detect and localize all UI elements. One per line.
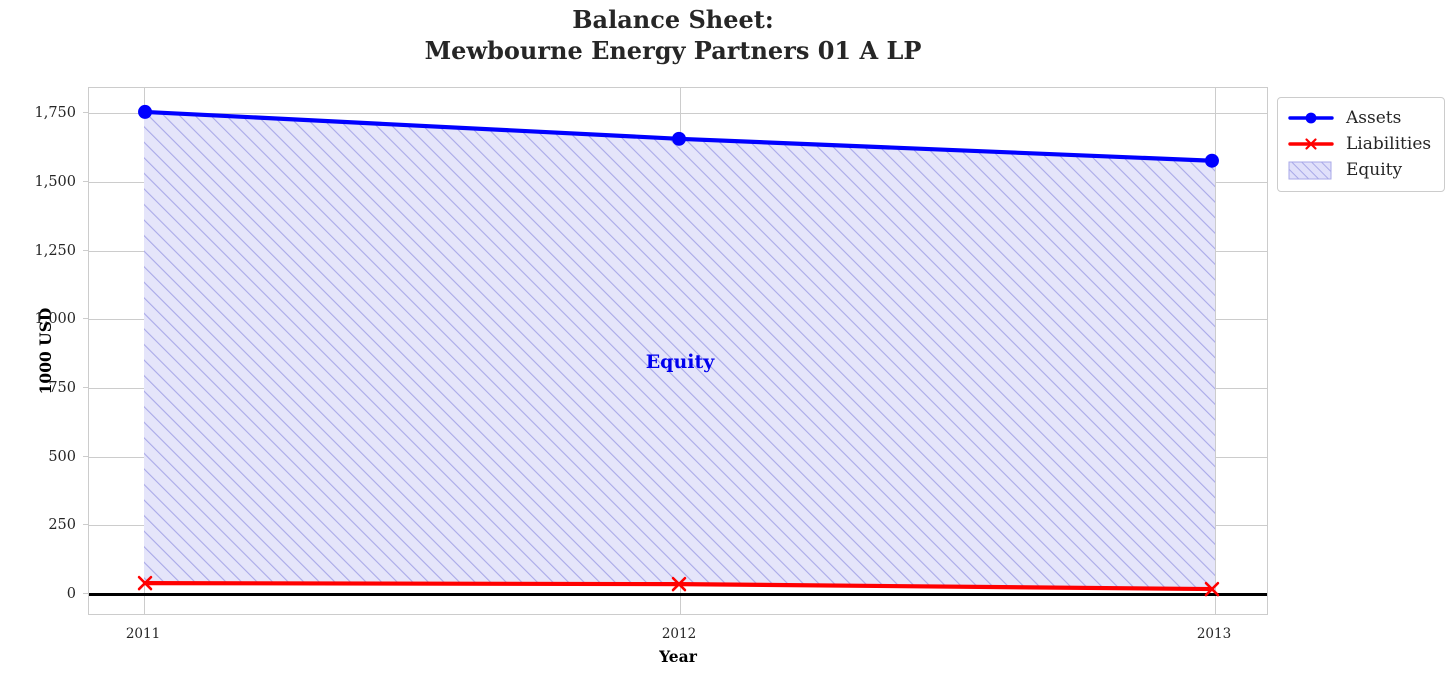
ytick-label-750: 750 [48, 380, 76, 396]
assets-marker-2012 [672, 131, 686, 146]
zero-reference-line [89, 593, 1267, 596]
ytick-mark-500 [83, 456, 88, 458]
equity-area-label: Equity [645, 351, 715, 373]
legend-label-liabilities: Liabilities [1346, 133, 1432, 154]
assets-line-icon [1288, 107, 1334, 129]
liabilities-marker-2012 [671, 576, 687, 592]
equity-patch-icon [1288, 159, 1334, 181]
assets-marker-2011 [138, 104, 152, 119]
gridline-2013 [1215, 88, 1216, 614]
ytick-label-250: 250 [48, 517, 76, 533]
chart-title-line-1: Balance Sheet: [572, 5, 774, 34]
liabilities-marker-2013 [1204, 581, 1220, 597]
ytick-mark-1250 [83, 250, 88, 252]
ytick-mark-1000 [83, 318, 88, 320]
equity-area-fill [89, 88, 1269, 616]
ytick-label-1500: 1,500 [34, 174, 76, 190]
liabilities-line-icon [1288, 133, 1334, 155]
ytick-label-500: 500 [48, 449, 76, 465]
legend-item-liabilities[interactable]: Liabilities [1288, 131, 1434, 157]
chart-title-line-2: Mewbourne Energy Partners 01 A LP [424, 36, 922, 65]
xtick-label-2012: 2012 [661, 626, 697, 642]
legend-item-equity[interactable]: Equity [1288, 157, 1434, 183]
assets-marker-2013 [1204, 153, 1219, 168]
series-overlay [137, 104, 1220, 597]
ytick-mark-1500 [83, 181, 88, 183]
ytick-label-1250: 1,250 [34, 243, 76, 259]
ytick-label-1750: 1,750 [34, 105, 76, 121]
liabilities-marker-2011 [137, 575, 153, 591]
gridline-1750 [89, 113, 1267, 114]
legend-item-assets[interactable]: Assets [1288, 105, 1434, 131]
x-axis-label: Year [659, 647, 697, 666]
x-axis-label-wrap: Year [0, 647, 1454, 666]
ytick-mark-1750 [83, 112, 88, 114]
ytick-label-1000: 1,000 [34, 311, 76, 327]
legend-label-assets: Assets [1346, 107, 1402, 128]
ytick-mark-750 [83, 387, 88, 389]
xtick-label-2011: 2011 [125, 626, 161, 642]
legend-label-equity: Equity [1346, 159, 1403, 180]
ytick-label-0: 0 [66, 586, 76, 602]
ytick-mark-250 [83, 524, 88, 526]
equity-polygon [144, 112, 1215, 591]
xtick-label-2013: 2013 [1196, 626, 1232, 642]
ytick-mark-0 [83, 593, 88, 595]
chart-title: Balance Sheet: Mewbourne Energy Partners… [0, 4, 1346, 66]
plot-area: Equity [88, 87, 1268, 615]
chart-legend[interactable]: Assets Liabilities [1277, 97, 1445, 192]
